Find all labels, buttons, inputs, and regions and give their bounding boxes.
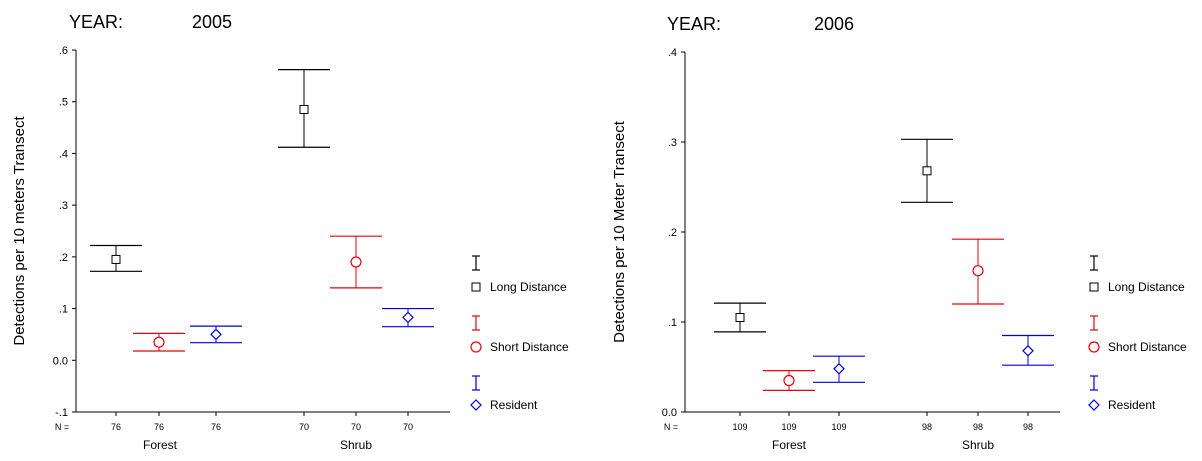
n-value: 98 (1023, 422, 1033, 432)
year-value: 2005 (192, 12, 232, 32)
x-category-label: Forest (143, 438, 178, 452)
legend-marker-icon (1088, 399, 1100, 411)
y-axis-title: Detections per 10 Meter Transect (611, 120, 628, 343)
legend-label: Long Distance (1108, 280, 1185, 294)
legend-item-resident: Resident (470, 375, 538, 412)
y-tick-label: .5 (59, 97, 68, 109)
legend-marker-icon (1089, 282, 1099, 292)
mean-marker (350, 256, 362, 268)
n-value: 70 (299, 422, 309, 432)
mean-marker (402, 311, 414, 324)
legend-label: Resident (490, 398, 538, 412)
legend-marker-icon (470, 341, 482, 353)
y-tick-label: .2 (668, 227, 677, 239)
legend-label: Long Distance (490, 280, 567, 294)
series-short-distance: 76 70 (133, 235, 382, 432)
legend-label: Short Distance (1108, 340, 1187, 354)
legend-label: Resident (1108, 398, 1156, 412)
n-value: 109 (831, 422, 846, 432)
legend-item-long-distance: Long Distance (1089, 255, 1185, 294)
mean-marker (1022, 344, 1034, 357)
n-value: 109 (781, 422, 796, 432)
y-axis-title: Detections per 10 meters Transect (11, 116, 28, 346)
year-label: YEAR: (69, 12, 123, 32)
mean-marker (735, 313, 745, 322)
mean-marker (783, 374, 795, 387)
n-value: 76 (111, 422, 121, 432)
n-value: 98 (922, 422, 932, 432)
chart-panel-2006: YEAR: 2006 0.0 .1 .2 .3 .4 Detections per 10 Me… (611, 14, 1187, 452)
y-tick-label: .1 (668, 317, 677, 329)
mean-marker (922, 166, 932, 176)
n-value: 98 (973, 422, 983, 432)
mean-marker (153, 336, 165, 348)
series-long-distance: 76 70 (90, 69, 330, 432)
y-tick-label: 0.0 (53, 355, 68, 367)
legend-marker-icon (1088, 341, 1100, 353)
x-category-label: Shrub (962, 438, 994, 452)
mean-marker (299, 104, 309, 114)
n-value: 70 (351, 422, 361, 432)
n-label: N = (55, 422, 69, 432)
y-tick-label: .1 (59, 304, 68, 316)
legend-label: Short Distance (490, 340, 569, 354)
n-label: N = (664, 422, 678, 432)
y-tick-label: .3 (668, 137, 677, 149)
x-category-label: Forest (772, 438, 807, 452)
mean-marker (210, 328, 222, 341)
y-tick-label: .2 (59, 252, 68, 264)
mean-marker (972, 265, 984, 277)
y-tick-label: .4 (59, 148, 68, 160)
series-short-distance: 109 98 (763, 238, 1004, 432)
legend-item-resident: Resident (1088, 375, 1156, 412)
y-tick-label: -.1 (55, 407, 68, 419)
n-value: 76 (211, 422, 221, 432)
y-tick-label: .4 (668, 47, 677, 59)
legend-marker-icon (470, 399, 482, 411)
year-label: YEAR: (667, 14, 721, 34)
n-value: 109 (732, 422, 747, 432)
chart-panel-2005: YEAR: 2005 -.1 0.0 .1 .2 .3 .4 .5 .6 Detections pe… (11, 12, 569, 452)
legend-item-short-distance: Short Distance (470, 315, 569, 354)
series-resident: 109 98 (813, 334, 1054, 432)
y-tick-label: .6 (59, 45, 68, 57)
mean-marker (833, 362, 845, 375)
y-tick-label: .3 (59, 200, 68, 212)
legend-marker-icon (471, 282, 481, 292)
year-value: 2006 (814, 14, 854, 34)
legend-item-short-distance: Short Distance (1088, 315, 1187, 354)
x-category-label: Shrub (340, 438, 372, 452)
series-resident: 76 70 (190, 307, 434, 432)
n-value: 76 (154, 422, 164, 432)
y-tick-label: 0.0 (662, 407, 677, 419)
legend-item-long-distance: Long Distance (471, 255, 567, 294)
series-long-distance: 109 98 (714, 138, 953, 432)
mean-marker (111, 254, 121, 264)
n-value: 70 (403, 422, 413, 432)
